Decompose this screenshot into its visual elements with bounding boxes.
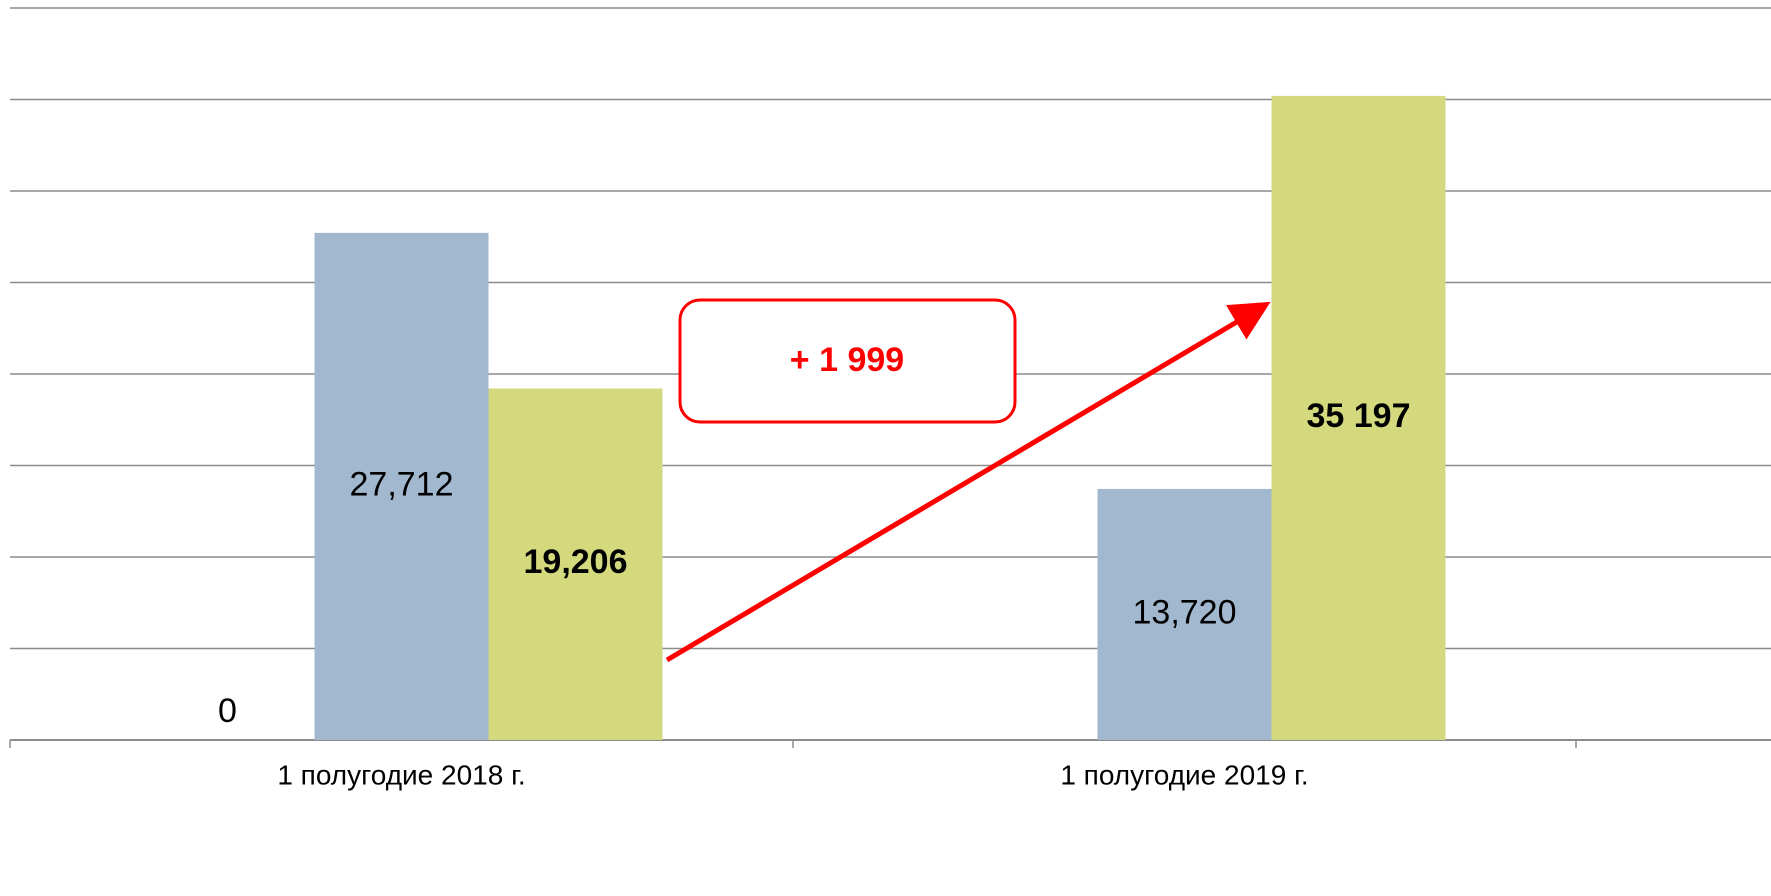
- data-label: 27,712: [350, 465, 454, 503]
- bar: [1097, 488, 1272, 740]
- annotation: + 1 999: [790, 341, 904, 379]
- data-label: 0: [218, 692, 237, 730]
- arrow: [665, 301, 1271, 663]
- bar: [488, 388, 663, 740]
- bar: [1271, 95, 1446, 740]
- data-label: 35 197: [1307, 397, 1411, 435]
- data-label: 19,206: [524, 543, 628, 581]
- data-label: 13,720: [1133, 593, 1237, 631]
- x-tick-label: 1 полугодие 2019 г.: [1060, 759, 1308, 790]
- x-tick-label: 1 полугодие 2018 г.: [277, 759, 525, 790]
- bar: [314, 232, 489, 740]
- annotation-box: [678, 298, 1017, 424]
